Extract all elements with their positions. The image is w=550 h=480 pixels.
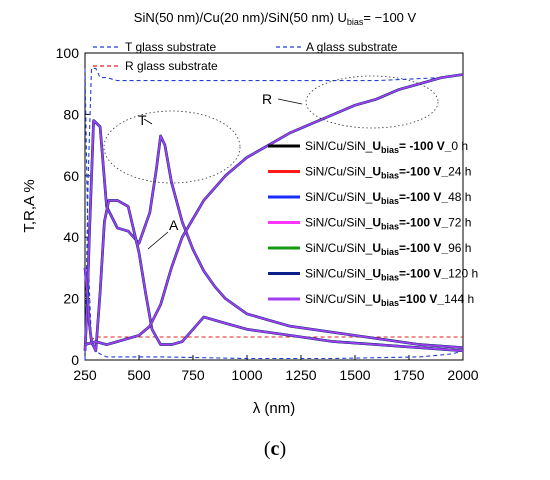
annotation-ellipse-r [305,75,439,129]
y-tick-label: 0 [71,352,79,368]
annotation-arrow-r [277,98,303,105]
y-axis-label: T,R,A % [21,179,38,232]
series-a-samples [84,199,464,352]
x-tick-label: 1250 [285,367,316,383]
series-r-glass [84,336,463,346]
sample-legend-label: SiN/Cu/SiN_Ubias=-100 V_72 h [305,216,471,232]
figure-caption: (c) [263,438,287,460]
y-tick-label: 60 [63,168,79,184]
chart-title: SiN(50 nm)/Cu(20 nm)/SiN(50 nm) Ubias= −… [134,10,417,27]
x-tick-label: 500 [127,367,151,383]
y-tick-label: 100 [56,45,80,61]
sample-legend-label: SiN/Cu/SiN_Ubias= -100 V_0 h [305,139,468,155]
sample-legend-label: SiN/Cu/SiN_Ubias=-100 V_120 h [305,267,478,283]
annotation-label-a: A [169,217,179,233]
sample-legend-label: SiN/Cu/SiN_Ubias=-100 V_24 h [305,165,471,181]
series-t-samples [84,119,464,351]
x-axis-label: λ (nm) [253,400,296,417]
annotation-ellipse-t [103,110,241,184]
series-layer [83,67,464,361]
x-tick-label: 750 [181,367,205,383]
y-tick-label: 40 [63,229,79,245]
sample-legend-label: SiN/Cu/SiN_Ubias=100 V_144 h [305,292,474,308]
axis-ticks: 250 500 750 1000 1250 1500 1750 2000 0 20 40 60 80 10… [56,45,479,383]
sample-legend-label: SiN/Cu/SiN_Ubias=-100 V_48 h [305,190,471,206]
substrate-legend: T glass substrate A glass substrate R gl… [93,40,398,73]
chart-title-tail: = −100 V [363,10,416,25]
x-tick-label: 1000 [231,367,262,383]
annotation-label-r: R [262,91,272,107]
x-tick-label: 250 [73,367,97,383]
annotation-label-t: T [138,112,147,128]
chart-title-main: SiN(50 nm)/Cu(20 nm)/SiN(50 nm) U [134,10,347,25]
legend-label-t-glass: T glass substrate [125,40,216,54]
sample-legend-label: SiN/Cu/SiN_Ubias=-100 V_96 h [305,241,471,257]
y-tick-label: 20 [63,291,79,307]
legend-label-a-glass: A glass substrate [306,40,398,54]
x-tick-label: 1500 [339,367,370,383]
annotation-arrow-t [143,118,153,125]
chart-title-subscript: bias [347,17,364,27]
y-tick-label: 80 [63,106,79,122]
plot-frame [84,52,464,361]
series-r-samples [84,73,464,346]
annotation-arrow-a [147,231,169,250]
sample-legend: SiN/Cu/SiN_Ubias= -100 V_0 h SiN/Cu/SiN_U… [268,139,478,308]
legend-label-r-glass: R glass substrate [125,59,218,73]
x-tick-label: 2000 [447,367,478,383]
x-tick-label: 1750 [393,367,424,383]
